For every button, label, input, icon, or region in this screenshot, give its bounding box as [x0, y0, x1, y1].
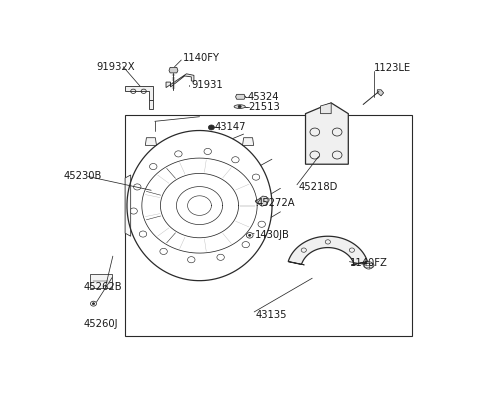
Polygon shape [351, 261, 368, 265]
Text: 45218D: 45218D [298, 182, 337, 192]
Text: 1140FZ: 1140FZ [350, 258, 388, 268]
Text: 1123LE: 1123LE [374, 63, 411, 73]
Polygon shape [288, 261, 304, 265]
Text: 43135: 43135 [255, 310, 287, 320]
Polygon shape [288, 236, 368, 264]
Circle shape [92, 303, 95, 304]
Polygon shape [305, 103, 348, 164]
Text: 45260J: 45260J [84, 318, 118, 329]
Text: 45272A: 45272A [256, 199, 295, 209]
Polygon shape [236, 94, 245, 99]
Text: 1430JB: 1430JB [255, 230, 290, 240]
Text: 21513: 21513 [248, 101, 280, 111]
Polygon shape [377, 90, 384, 96]
Polygon shape [169, 67, 178, 73]
Polygon shape [149, 100, 153, 109]
Polygon shape [255, 196, 268, 206]
Polygon shape [145, 138, 156, 145]
Bar [90, 273, 112, 288]
Text: 45230B: 45230B [64, 172, 102, 181]
Circle shape [238, 105, 241, 108]
Text: 45324: 45324 [248, 92, 279, 102]
Polygon shape [125, 86, 153, 100]
Text: 1140FY: 1140FY [183, 53, 220, 63]
Text: 91931: 91931 [191, 80, 223, 90]
Polygon shape [321, 103, 331, 114]
Circle shape [249, 234, 251, 236]
Text: 45262B: 45262B [84, 283, 122, 293]
Polygon shape [125, 175, 131, 236]
Text: 43147: 43147 [215, 122, 246, 132]
Polygon shape [242, 138, 254, 145]
Text: 91932X: 91932X [96, 62, 135, 72]
Bar [125, 115, 411, 336]
Circle shape [208, 125, 215, 130]
Ellipse shape [234, 105, 245, 108]
Polygon shape [166, 74, 194, 88]
